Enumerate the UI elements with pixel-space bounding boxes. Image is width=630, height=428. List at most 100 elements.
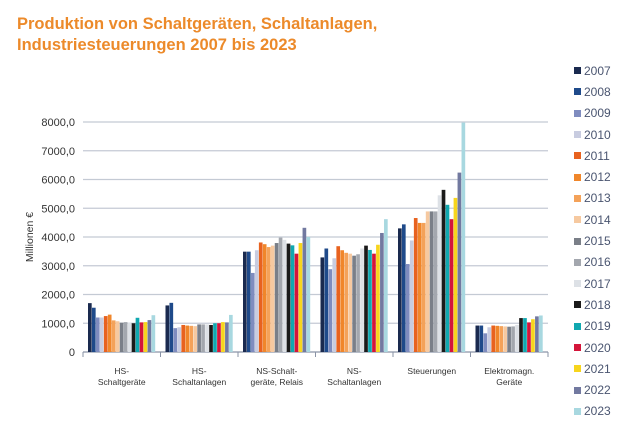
bar-2015 [197,324,201,352]
bar-2015 [507,326,511,352]
bar-2010 [409,240,414,352]
bar-2008 [246,251,251,352]
bar-2012 [107,314,112,352]
legend-label: 2013 [584,191,611,206]
legend-label: 2016 [584,255,611,270]
legend-swatch [574,67,581,75]
bar-2019 [523,318,527,352]
chart-title-line-1: Produktion von Schaltgeräten, Schaltanla… [17,15,378,33]
bar-2008 [169,302,174,352]
bar-2017 [282,239,287,352]
legend-item: 2014 [574,209,611,230]
y-tick-label: 7000,0 [41,146,75,158]
bar-2019 [290,245,295,352]
bar-2023 [539,315,543,352]
bar-2023 [384,219,388,352]
bar-2011 [181,324,186,352]
bar-2021 [298,243,303,352]
legend-item: 2016 [574,252,611,273]
x-category-label: geräte, Relais [251,377,303,387]
bar-2019 [213,323,217,352]
legend-swatch [574,386,581,394]
legend-label: 2019 [584,319,611,334]
bar-2013 [111,320,116,352]
bar-2020 [449,219,454,352]
bar-2011 [413,218,418,352]
x-category-label: HS- [114,366,129,376]
bar-2013 [189,325,193,352]
bar-2018 [286,243,291,352]
bar-2023 [229,314,233,352]
legend-item: 2022 [574,379,611,400]
legend-item: 2010 [574,124,611,145]
bar-2007 [398,228,402,352]
bar-2023 [151,315,156,352]
bar-2020 [372,253,376,352]
y-tick-label: 0 [69,347,75,359]
x-category-label: Schaltgeräte [98,377,146,387]
y-tick-label: 1000,0 [41,318,75,330]
x-category-label: Schaltanlagen [327,377,381,387]
legend-item: 2021 [574,358,611,379]
legend-item: 2011 [574,145,611,166]
bar-2016 [278,237,283,352]
bar-2020 [139,322,144,352]
bar-2016 [356,254,360,352]
bar-2017 [127,322,132,352]
y-tick-label: 4000,0 [41,232,75,244]
bar-2019 [445,204,450,352]
bar-2014 [193,326,197,352]
legend-label: 2015 [584,234,611,249]
bar-2008 [401,224,406,352]
legend-item: 2012 [574,166,611,187]
bar-2011 [336,246,341,352]
bar-2015 [352,255,356,352]
bar-2012 [417,222,422,352]
legend-label: 2014 [584,212,611,227]
y-tick-label: 8000,0 [41,117,75,129]
bar-2009 [483,333,488,352]
bar-2020 [527,322,531,352]
bar-2013 [344,252,348,352]
bar-2012 [185,325,190,352]
y-axis-title: Millionen € [24,212,36,262]
x-category-label: Schaltanlagen [172,377,226,387]
legend-item: 2020 [574,337,611,358]
legend-swatch [574,322,581,330]
bar-2007 [243,251,247,352]
bar-2017 [515,324,519,352]
legend-swatch [574,301,581,309]
bar-2009 [173,328,178,352]
bar-2014 [270,245,275,352]
legend-label: 2009 [584,106,611,121]
legend-label: 2011 [584,148,610,163]
bar-2011 [491,325,496,352]
legend-label: 2007 [584,63,611,78]
bar-2014 [425,211,430,352]
legend-item: 2018 [574,294,611,315]
bar-2011 [258,242,263,352]
x-category-label: Elektromagn. [484,366,534,376]
bar-2021 [143,322,148,352]
bar-2008 [479,325,484,352]
bar-2016 [511,326,515,352]
bar-2015 [119,322,124,352]
bar-2022 [380,232,384,352]
legend-item: 2015 [574,230,611,251]
bar-2009 [405,264,410,352]
bar-2008 [91,307,96,352]
bar-2022 [535,316,539,352]
legend-item: 2017 [574,273,611,294]
bar-2008 [324,248,329,352]
bar-2013 [499,326,503,352]
bar-2023 [306,237,311,352]
bar-2012 [340,250,345,352]
bar-2009 [250,272,255,352]
bar-2018 [441,189,446,352]
x-category-label: NS- [347,366,362,376]
bar-2015 [429,211,434,352]
bar-2017 [360,248,364,352]
legend-swatch [574,407,581,415]
bar-2018 [364,245,368,352]
bar-2018 [519,318,523,352]
